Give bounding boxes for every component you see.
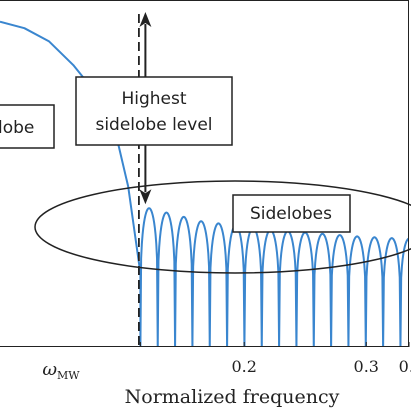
sidelobes-label-box (232, 194, 351, 233)
curve-group (0, 20, 409, 347)
x-axis-label: Normalized frequency (125, 386, 340, 408)
mw-marker-label: ωMW (42, 359, 80, 382)
x-tick-label: 0.: (399, 357, 411, 376)
x-ticks: 0.2 0.3 0.: (139, 342, 411, 376)
sidelobes-annotation: Sidelobes (34, 180, 411, 274)
plot-area (0, 20, 409, 347)
arrow-head-down (139, 189, 152, 205)
spectrum-line (0, 20, 409, 347)
highest-sidelobe-box-annotation: Highest sidelobe level (75, 76, 233, 146)
mainlobe-box (0, 104, 55, 149)
sidelobes-label: Sidelobes (250, 204, 332, 224)
mw-marker-label-main: ω (42, 359, 57, 380)
highest-sidelobe-box (75, 76, 233, 146)
mainlobe-box-text: lobe (0, 118, 34, 138)
highest-sidelobe-line2: sidelobe level (95, 115, 212, 135)
mw-marker-label-sub: MW (57, 369, 80, 382)
arrow-head-up (139, 12, 152, 27)
highest-sidelobe-line1: Highest (121, 89, 186, 109)
mainlobe-box-annotation: lobe (0, 104, 55, 149)
x-tick-label: 0.3 (354, 357, 379, 376)
x-tick-label: 0.2 (231, 357, 256, 376)
sidelobes-ellipse (34, 180, 411, 274)
